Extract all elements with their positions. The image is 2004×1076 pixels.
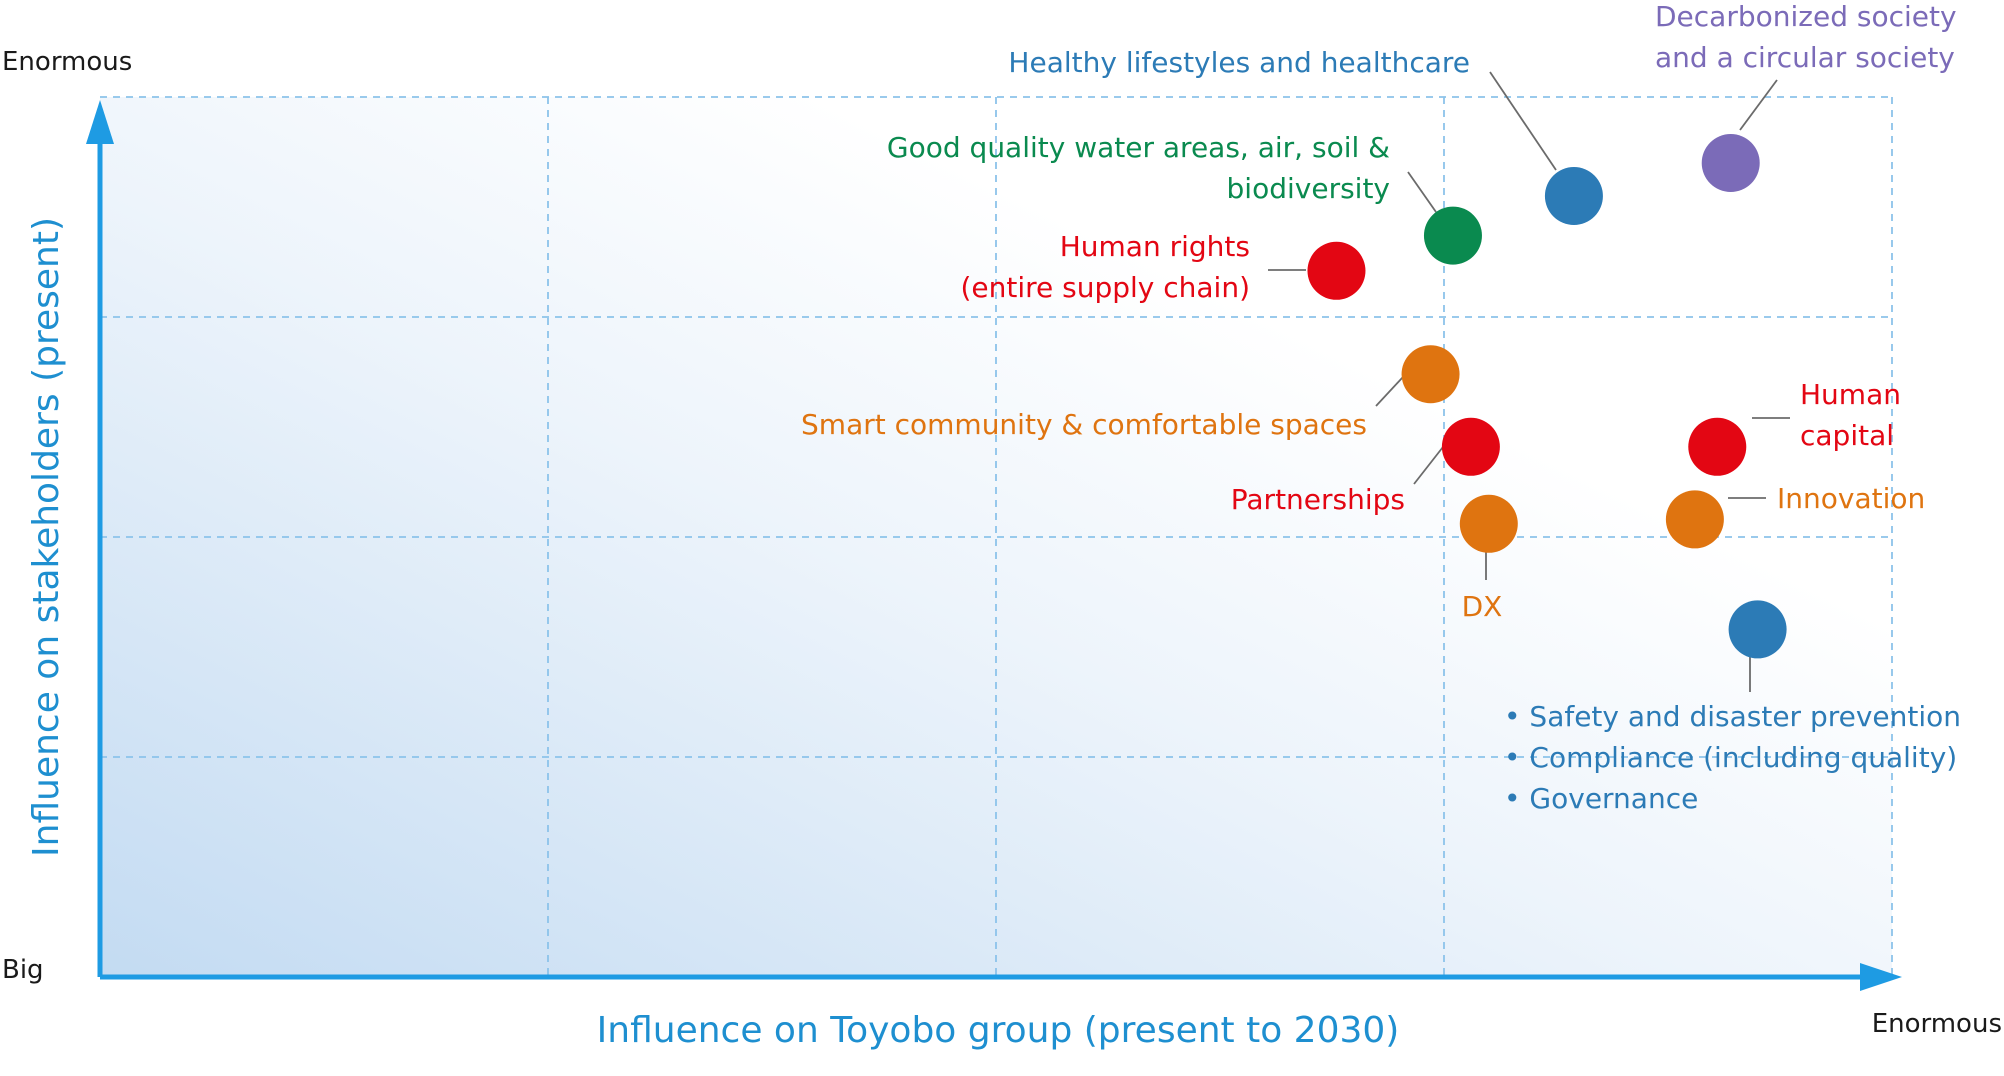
label-line: and a circular society <box>1655 41 1955 74</box>
label-partnerships: Partnerships <box>1231 483 1405 516</box>
label-human-capital: Human capital <box>1800 378 1901 452</box>
y-axis-title: Influence on stakeholders (present) <box>26 217 67 857</box>
point-partnerships <box>1441 417 1500 476</box>
label-safety-and-disaster-prevention-complianc: • Safety and disaster prevention • Compli… <box>1504 700 1961 815</box>
label-line: • Safety and disaster prevention <box>1504 700 1961 733</box>
label-line: (entire supply chain) <box>960 271 1250 304</box>
label-innovation: Innovation <box>1777 482 1925 515</box>
y-bottom-label: Big <box>2 955 44 985</box>
data-points <box>1307 134 1787 659</box>
label-line: DX <box>1462 590 1503 623</box>
label-line: capital <box>1800 419 1894 452</box>
label-line: Human <box>1800 378 1901 411</box>
y-top-label: Enormous <box>2 47 132 77</box>
label-good-quality-water-areas-air-soil-biodiv: Good quality water areas, air, soil & bio… <box>887 131 1390 205</box>
point-innovation <box>1665 490 1724 549</box>
label-line: Decarbonized society <box>1655 0 1957 33</box>
point-smart-community-comfortable-spaces <box>1401 345 1460 404</box>
point-human-rights-entire-supply-chain <box>1307 241 1366 300</box>
label-line: • Compliance (including quality) <box>1504 741 1957 774</box>
label-line: Partnerships <box>1231 483 1405 516</box>
x-right-label: Enormous <box>1872 1009 2002 1039</box>
x-axis-title: Influence on Toyobo group (present to 20… <box>597 1010 1400 1051</box>
x-axis-arrowhead <box>1860 963 1902 991</box>
label-line: Smart community & comfortable spaces <box>801 408 1367 441</box>
point-healthy-lifestyles-and-healthcare <box>1544 167 1603 225</box>
label-line: Human rights <box>1060 230 1250 263</box>
y-axis-arrowhead <box>86 100 114 144</box>
label-line: biodiversity <box>1227 172 1390 205</box>
leader-healthy-lifestyles-and-healthcare <box>1489 71 1557 171</box>
point-human-capital <box>1688 417 1747 476</box>
point-safety-and-disaster-prevention-complianc <box>1728 600 1787 659</box>
label-line: Healthy lifestyles and healthcare <box>1008 46 1470 79</box>
label-human-rights-entire-supply-chain: Human rights (entire supply chain) <box>960 230 1250 304</box>
point-good-quality-water-areas-air-soil-biodiv <box>1423 206 1482 265</box>
label-healthy-lifestyles-and-healthcare: Healthy lifestyles and healthcare <box>1008 46 1470 79</box>
label-dx: DX <box>1462 590 1503 623</box>
label-line: • Governance <box>1504 782 1698 815</box>
data-labels: Healthy lifestyles and healthcare Decarbo… <box>801 0 1961 815</box>
leader-good-quality-water-areas-air-soil-biodiv <box>1407 171 1437 213</box>
label-line: Innovation <box>1777 482 1925 515</box>
leader-decarbonized-society-and-a-circular-soci <box>1739 79 1778 131</box>
label-decarbonized-society-and-a-circular-soci: Decarbonized society and a circular socie… <box>1655 0 1957 74</box>
leader-lines <box>1268 71 1790 692</box>
point-dx <box>1459 494 1518 553</box>
label-line: Good quality water areas, air, soil & <box>887 131 1390 164</box>
label-smart-community-comfortable-spaces: Smart community & comfortable spaces <box>801 408 1367 441</box>
point-decarbonized-society-and-a-circular-soci <box>1701 134 1760 192</box>
